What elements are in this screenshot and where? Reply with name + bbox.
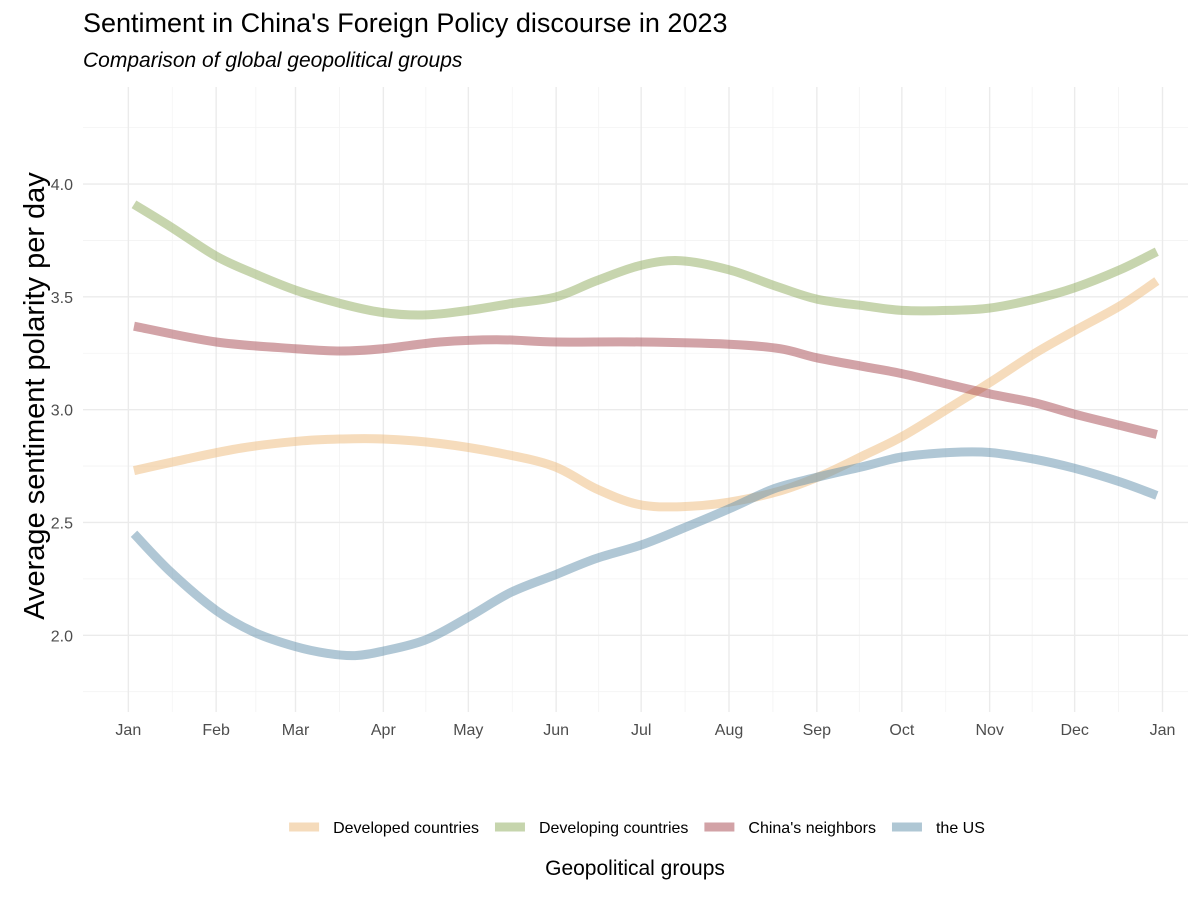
- y-tick-label: 2.0: [51, 628, 73, 645]
- legend-label-developed-countries: Developed countries: [333, 820, 479, 837]
- legend-label-the-us: the US: [936, 820, 985, 837]
- x-axis-ticks: Jan Feb Mar Apr May Jun Jul Aug Sep Oct Nov Dec Jan: [115, 722, 1175, 739]
- y-tick-label: 3.5: [51, 290, 73, 307]
- x-tick-label: Feb: [202, 722, 230, 739]
- legend-label-developing-countries: Developing countries: [539, 820, 688, 837]
- y-axis-ticks: 2.0 2.5 3.0 3.5 4.0: [51, 177, 73, 645]
- x-axis-label: Geopolitical groups: [545, 857, 725, 880]
- x-tick-label: Dec: [1060, 722, 1088, 739]
- x-tick-label: Nov: [975, 722, 1003, 739]
- chart-title: Sentiment in China's Foreign Policy disc…: [83, 8, 728, 38]
- series-line-developed-countries: [133, 277, 1160, 512]
- legend-label-china-s-neighbors: China's neighbors: [748, 820, 876, 837]
- y-tick-label: 4.0: [51, 177, 73, 194]
- x-tick-label: Jun: [543, 722, 569, 739]
- x-tick-label: Jan: [115, 722, 141, 739]
- chart-subtitle: Comparison of global geopolitical groups: [83, 49, 463, 72]
- series-line-developing-countries: [131, 200, 1159, 320]
- series-line-the-us: [130, 447, 1159, 661]
- x-tick-label: Sep: [803, 722, 832, 739]
- x-tick-label: Apr: [371, 722, 397, 739]
- y-tick-label: 2.5: [51, 515, 73, 532]
- grid: [83, 87, 1188, 712]
- legend: Developed countries Developing countries C…: [289, 820, 985, 837]
- series-lines: [130, 200, 1160, 661]
- x-tick-label: Mar: [282, 722, 310, 739]
- x-tick-label: Jul: [631, 722, 651, 739]
- x-tick-label: Oct: [889, 722, 914, 739]
- x-tick-label: Aug: [715, 722, 743, 739]
- y-axis-label: Average sentiment polarity per day: [19, 172, 51, 620]
- series-line-china-s-neighbors: [133, 321, 1158, 439]
- y-tick-label: 3.0: [51, 403, 73, 420]
- x-tick-label: May: [453, 722, 483, 739]
- x-tick-label: Jan: [1150, 722, 1176, 739]
